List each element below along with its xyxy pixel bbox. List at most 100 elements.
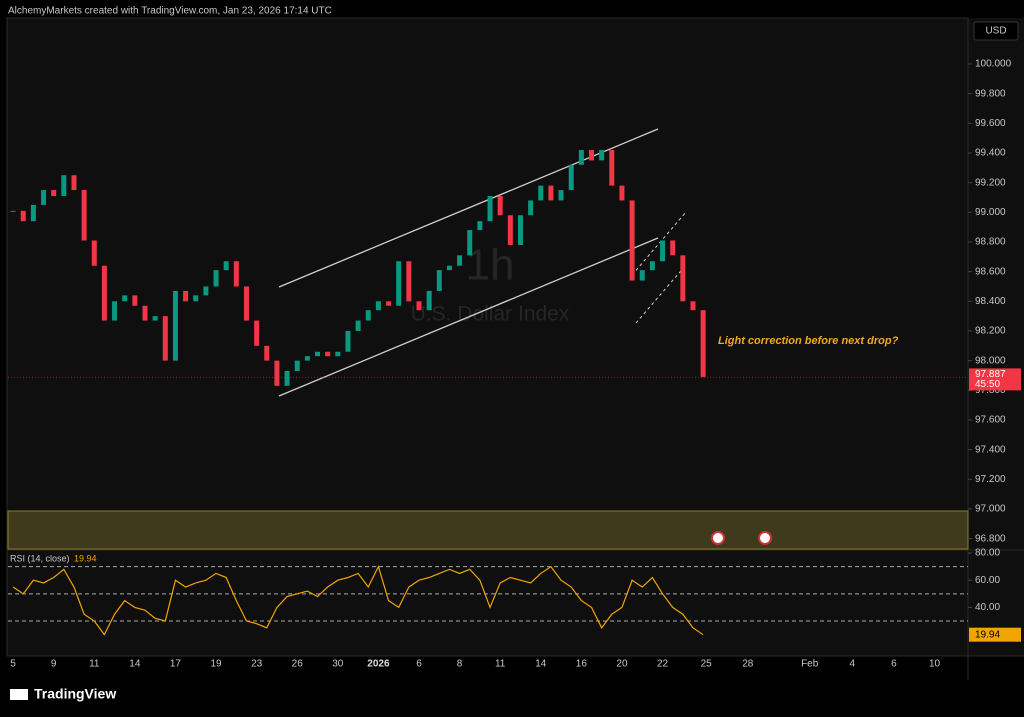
watermark-symbol: U.S. Dollar Index [411,303,570,326]
y-tick-label: 97.200 [975,474,1006,485]
candle [294,360,300,372]
candle [274,360,280,386]
candle [101,265,107,321]
candle [599,150,605,161]
y-tick-label: 98.800 [975,237,1006,248]
candle [20,210,26,222]
candle [325,351,331,357]
y-tick-label: 97.800 [975,385,1006,396]
candle [284,371,290,386]
candle [71,175,77,191]
candle [416,301,422,311]
candle [406,261,412,302]
candle [345,330,351,352]
candle [213,270,219,287]
candle [690,301,696,311]
x-tick-label: 8 [457,659,463,670]
y-tick-label: 99.800 [975,88,1006,99]
y-tick-label: 97.400 [975,444,1006,455]
y-tick-label: 40.00 [975,602,1000,613]
y-tick-label: 99.200 [975,177,1006,188]
candle [223,261,229,271]
logo-mark [10,689,28,700]
candle [152,316,158,321]
credit: AlchemyMarkets created with TradingView.… [8,6,332,17]
candle [558,190,564,201]
currency[interactable]: USD [985,26,1006,37]
y-tick-label: 99.600 [975,118,1006,129]
y-tick-label: 99.000 [975,207,1006,218]
candle [467,230,473,256]
candle [183,290,189,302]
rsi-value: 19.94 [74,553,97,563]
y-tick-label: 96.800 [975,533,1006,544]
candle [41,190,47,205]
candle [315,351,321,357]
candle [193,295,199,302]
candle [568,164,574,191]
x-tick-label: 14 [129,659,141,670]
candle [142,305,148,321]
last-price-box [969,368,1021,391]
channel-top [278,128,659,288]
rsi-line [12,565,704,636]
candle [132,295,138,306]
candle [528,200,534,216]
candle [61,175,67,196]
candle [589,150,595,161]
flag-bottom [635,264,687,324]
x-tick-label: 17 [170,659,182,670]
logo: TradingView [10,686,116,702]
x-tick-label: 14 [535,659,547,670]
candle [487,195,493,222]
event-icons[interactable] [711,531,772,545]
flag-top [631,211,687,276]
y-tick-label: 97.000 [975,504,1006,515]
candle [507,215,513,245]
channel-bottom [278,237,659,397]
candle [700,310,706,377]
last-price: 97.887 [975,369,1006,380]
candle [51,190,57,196]
x-tick-label: 30 [332,659,344,670]
annotation: Light correction before next drop? [718,335,899,347]
x-tick-label: 11 [495,659,506,670]
x-tick-label: 26 [292,659,304,670]
candle [81,190,87,241]
watermark-interval: 1h [466,241,515,290]
x-tick-label: 28 [742,659,754,670]
x-tick-label: 4 [850,659,856,670]
rsi-title: RSI (14, close) [10,553,70,563]
event-icon[interactable] [758,531,772,545]
candle [254,320,260,346]
candle [30,204,36,222]
x-tick-label: 2026 [367,659,390,670]
x-tick-label: 6 [416,659,422,670]
candle [548,185,554,201]
candle [233,261,239,287]
currency-box[interactable] [973,21,1019,41]
logo-text: TradingView [34,686,116,702]
zone [7,510,969,550]
candle [538,185,544,201]
candle [264,345,270,361]
candle [517,215,523,245]
candle [203,286,209,296]
candle [10,210,16,212]
rsi-last: 19.94 [975,629,1000,640]
y-tick-label: 98.600 [975,266,1006,277]
rsi-last-box [969,627,1021,642]
candle [122,295,128,302]
y-tick-label: 99.400 [975,148,1006,159]
y-tick-label: 60.00 [975,575,1000,586]
candle [436,270,442,291]
x-tick-label: 20 [616,659,628,670]
candle [112,301,118,321]
x-tick-label: 25 [701,659,713,670]
x-tick-label: 10 [929,659,941,670]
event-icon[interactable] [711,531,725,545]
candle [446,265,452,271]
candle [396,261,402,306]
x-tick-label: 9 [51,659,57,670]
